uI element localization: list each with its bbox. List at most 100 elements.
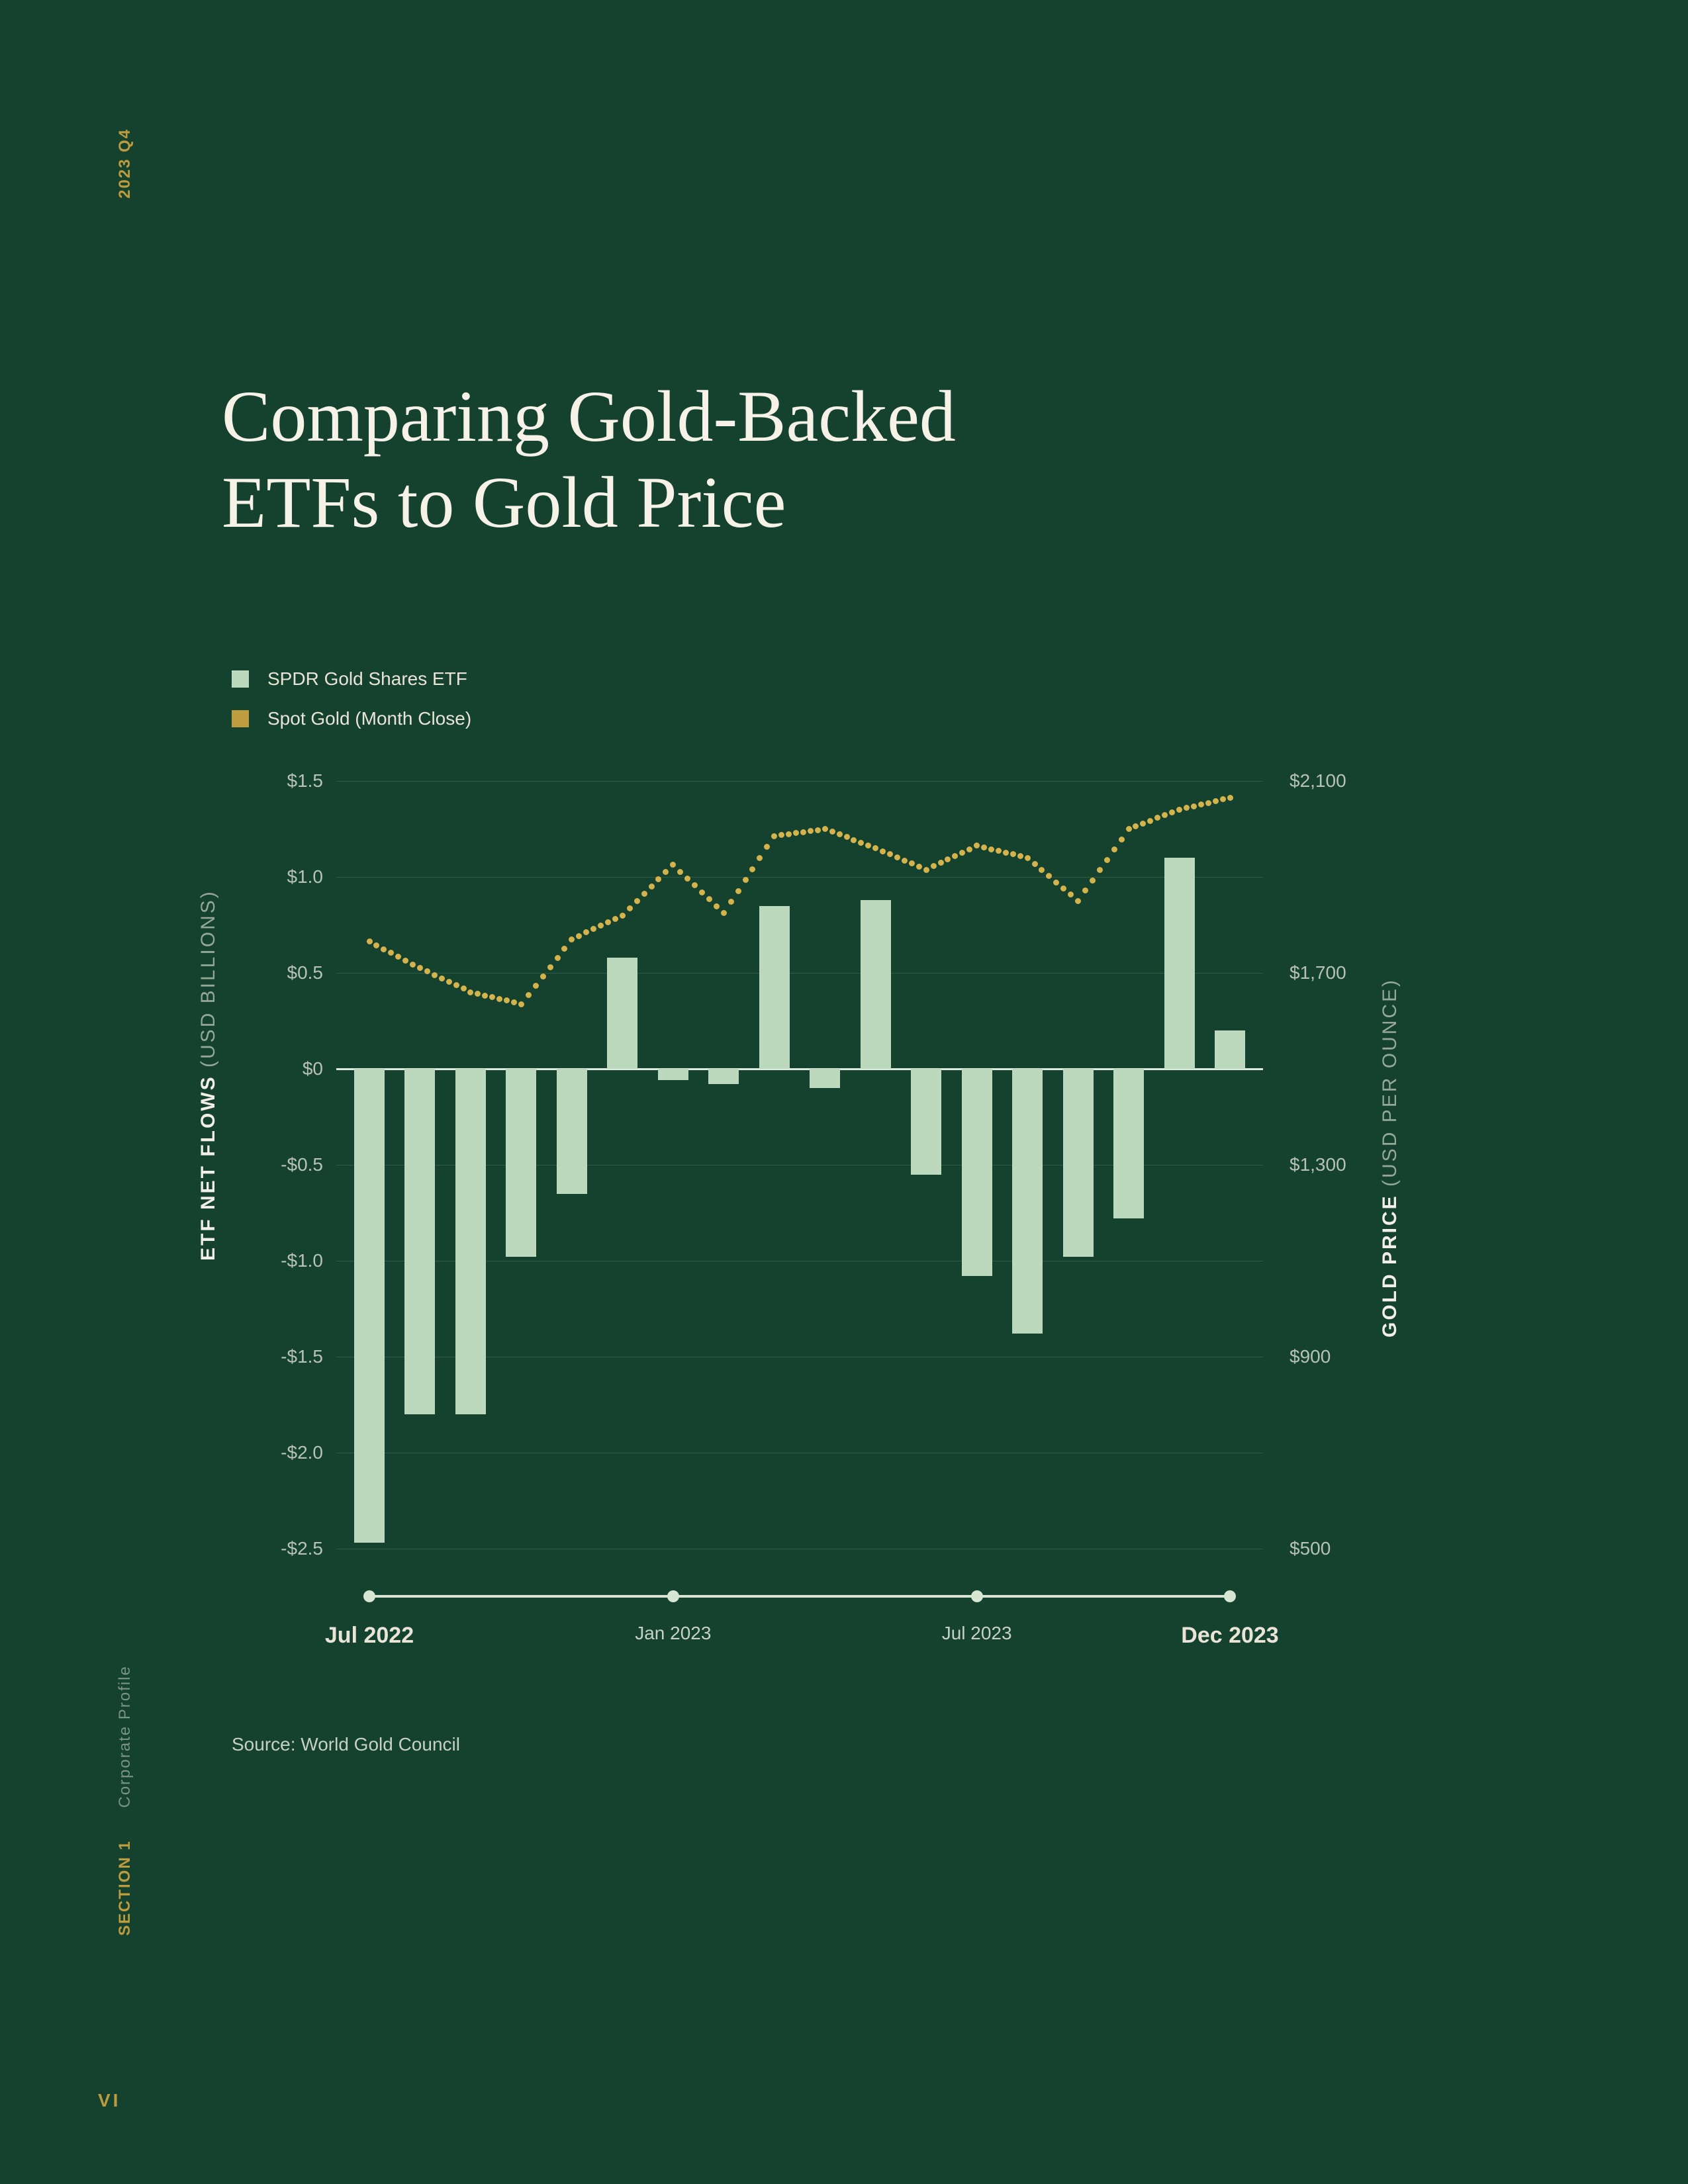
chart-line-dot <box>504 997 510 1003</box>
legend-swatch-bars <box>232 670 249 688</box>
chart-gridline <box>336 877 1263 878</box>
y-right-tick: $500 <box>1289 1538 1376 1559</box>
chart-line-dot <box>547 964 553 970</box>
chart-gridline <box>336 781 1263 782</box>
chart-line-dot <box>561 946 567 952</box>
x-axis-label: Dec 2023 <box>1181 1623 1278 1649</box>
chart-line-dot <box>1075 898 1081 904</box>
chart-line-dot <box>1184 805 1190 811</box>
legend-item: Spot Gold (Month Close) <box>232 708 471 729</box>
y-left-axis-title-bold: ETF NET FLOWS <box>197 1075 219 1261</box>
chart-line-dot <box>1147 818 1153 824</box>
chart-line-dot <box>533 983 539 989</box>
chart-bar <box>861 900 891 1069</box>
chart-line-dot <box>496 996 502 1002</box>
chart-line-dot <box>1162 812 1168 818</box>
chart-line-dot <box>959 850 965 856</box>
chart-line-dot <box>800 829 806 835</box>
chart-bar <box>810 1069 840 1088</box>
legend-label: SPDR Gold Shares ETF <box>267 668 467 690</box>
chart-line-dot <box>677 869 683 875</box>
chart-line-dot <box>373 942 379 948</box>
chart-line-dot <box>1010 851 1016 857</box>
chart-plot-area <box>336 781 1263 1549</box>
page-number: VI <box>98 2090 120 2111</box>
y-left-tick: -$1.5 <box>250 1346 323 1367</box>
chart-line-dot <box>1205 800 1211 806</box>
legend-item: SPDR Gold Shares ETF <box>232 668 471 690</box>
chart-line-dot <box>902 858 908 864</box>
chart-line-dot <box>728 899 734 905</box>
page-title-line2: ETFs to Gold Price <box>222 460 956 546</box>
chart-line-dot <box>540 974 546 979</box>
chart-bar <box>404 1069 435 1414</box>
y-right-tick-labels: $2,100$1,700$1,300$900$500 <box>1289 781 1376 1549</box>
chart-bar <box>658 1069 688 1080</box>
chart-line-dot <box>880 848 886 854</box>
chart-line-dot <box>655 876 661 882</box>
chart-line-dot <box>1133 823 1139 829</box>
chart-bar <box>708 1069 739 1084</box>
chart-line-dot <box>844 834 850 840</box>
chart-line-dot <box>829 829 835 835</box>
chart-line-dot <box>1053 880 1059 886</box>
chart-line-dot <box>699 889 705 895</box>
y-left-tick: $0.5 <box>250 962 323 983</box>
chart-line-dot <box>872 845 878 851</box>
x-axis-node <box>363 1590 375 1602</box>
chart-line-dot <box>1198 801 1204 807</box>
chart-line-dot <box>526 992 532 998</box>
chart-line-dot <box>446 979 452 985</box>
chart-line-dot <box>1227 795 1233 801</box>
chart-line-dot <box>894 854 900 860</box>
chart-line-dot <box>1046 873 1052 879</box>
y-left-axis-title-light: (USD BILLIONS) <box>197 889 219 1068</box>
chart-bar <box>607 958 637 1069</box>
chart-line-dot <box>467 989 473 995</box>
side-section: SECTION 1 Corporate Profile <box>116 1665 134 1936</box>
y-right-axis-title: GOLD PRICE (USD PER OUNCE) <box>1379 978 1401 1338</box>
chart: $1.5$1.0$0.5$0-$0.5-$1.0-$1.5-$2.0-$2.5 … <box>224 781 1369 1674</box>
chart-line-dot <box>858 840 864 846</box>
y-left-tick: -$2.0 <box>250 1442 323 1463</box>
x-axis-track <box>369 1595 1230 1598</box>
chart-line-dot <box>482 993 488 999</box>
chart-line-dot <box>721 910 727 916</box>
y-right-axis-title-light: (USD PER OUNCE) <box>1379 978 1401 1187</box>
chart-line-dot <box>1140 821 1146 827</box>
chart-line-dot <box>938 860 944 866</box>
side-period-text: 2023 Q4 <box>116 128 134 199</box>
chart-line-dot <box>1119 837 1125 842</box>
chart-line-dot <box>518 1001 524 1007</box>
chart-line-dot <box>952 853 958 859</box>
chart-line-dot <box>1213 798 1219 804</box>
y-right-tick: $1,700 <box>1289 962 1376 983</box>
chart-bar <box>354 1069 385 1543</box>
chart-line-dot <box>475 991 481 997</box>
y-left-tick-labels: $1.5$1.0$0.5$0-$0.5-$1.0-$1.5-$2.0-$2.5 <box>250 781 323 1549</box>
chart-line-dot <box>786 831 792 837</box>
chart-line-dot <box>1060 886 1066 891</box>
chart-line-dot <box>909 860 915 866</box>
chart-bar <box>1164 858 1195 1069</box>
page-title: Comparing Gold-Backed ETFs to Gold Price <box>222 374 956 546</box>
x-axis-node <box>667 1590 679 1602</box>
chart-line-dot <box>815 827 821 833</box>
chart-bar <box>557 1069 587 1194</box>
x-axis-label: Jul 2023 <box>942 1623 1012 1644</box>
chart-line-dot <box>1154 815 1160 821</box>
chart-bar <box>1063 1069 1094 1257</box>
page-title-line1: Comparing Gold-Backed <box>222 374 956 460</box>
chart-line-dot <box>402 958 408 964</box>
chart-line-dot <box>837 831 843 837</box>
chart-line-dot <box>432 972 438 978</box>
chart-line-dot <box>822 826 828 832</box>
chart-line-dot <box>634 898 640 904</box>
chart-line-dot <box>1090 878 1096 884</box>
chart-line-dot <box>670 862 676 868</box>
chart-line-dot <box>931 863 937 869</box>
chart-line-dot <box>966 846 972 852</box>
chart-line-dot <box>692 882 698 888</box>
chart-line-dot <box>649 884 655 889</box>
chart-line-dot <box>743 877 749 883</box>
